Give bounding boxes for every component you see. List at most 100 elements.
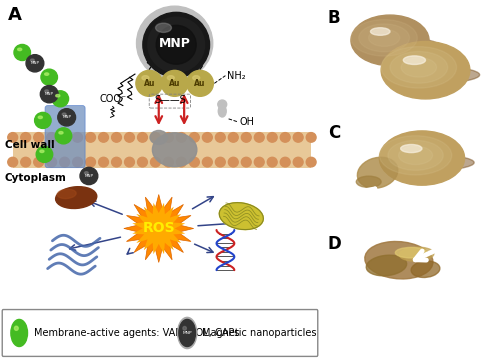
Circle shape (294, 132, 303, 142)
Circle shape (112, 132, 122, 142)
Circle shape (306, 157, 316, 167)
Ellipse shape (380, 154, 474, 171)
Circle shape (34, 112, 51, 129)
Ellipse shape (400, 144, 422, 153)
Text: Magnetic nanoparticles: Magnetic nanoparticles (202, 328, 316, 338)
Circle shape (72, 132, 83, 142)
Circle shape (60, 132, 70, 142)
Text: NH₂: NH₂ (227, 71, 246, 81)
Circle shape (34, 157, 43, 167)
Ellipse shape (381, 47, 456, 88)
Circle shape (8, 157, 18, 167)
Circle shape (138, 132, 147, 142)
Circle shape (112, 157, 122, 167)
Text: MNP: MNP (62, 115, 71, 119)
Text: MNP: MNP (182, 331, 192, 335)
Ellipse shape (358, 157, 398, 188)
Ellipse shape (192, 76, 200, 80)
Text: Cytoplasm: Cytoplasm (5, 173, 66, 182)
Circle shape (179, 320, 196, 346)
Ellipse shape (411, 261, 440, 278)
Circle shape (72, 157, 83, 167)
Circle shape (55, 128, 72, 144)
Ellipse shape (352, 37, 438, 52)
FancyBboxPatch shape (2, 309, 318, 356)
Ellipse shape (168, 76, 174, 80)
Ellipse shape (156, 23, 172, 32)
Ellipse shape (380, 136, 452, 175)
Ellipse shape (351, 19, 418, 56)
Ellipse shape (398, 146, 432, 164)
Circle shape (306, 132, 316, 142)
Ellipse shape (57, 189, 76, 199)
Text: A: A (8, 6, 22, 24)
Circle shape (294, 157, 303, 167)
Text: OH: OH (240, 117, 254, 127)
Circle shape (86, 157, 96, 167)
Text: MNP: MNP (158, 37, 190, 50)
Ellipse shape (220, 203, 264, 229)
Ellipse shape (390, 51, 448, 83)
Text: Membrane-active agents: VAN, COL, CAPs: Membrane-active agents: VAN, COL, CAPs (34, 328, 239, 338)
Text: MNP: MNP (30, 61, 40, 65)
Ellipse shape (218, 105, 226, 117)
Text: MNP: MNP (84, 174, 94, 178)
Circle shape (164, 157, 173, 167)
Circle shape (41, 69, 58, 85)
Circle shape (280, 157, 290, 167)
Ellipse shape (44, 73, 48, 75)
Text: Au: Au (194, 79, 205, 88)
Circle shape (202, 132, 212, 142)
Circle shape (46, 157, 56, 167)
Ellipse shape (38, 116, 42, 118)
Circle shape (136, 70, 162, 96)
Ellipse shape (183, 326, 186, 330)
Ellipse shape (400, 247, 434, 261)
Circle shape (21, 157, 30, 167)
Circle shape (143, 12, 210, 77)
Circle shape (202, 157, 212, 167)
Ellipse shape (142, 76, 149, 80)
Circle shape (216, 132, 225, 142)
Circle shape (98, 157, 108, 167)
Text: 1 μm: 1 μm (439, 285, 462, 294)
Circle shape (380, 131, 464, 185)
Circle shape (60, 157, 70, 167)
Circle shape (148, 17, 204, 72)
Circle shape (86, 132, 96, 142)
Ellipse shape (59, 131, 63, 134)
Ellipse shape (368, 29, 400, 46)
Ellipse shape (359, 24, 410, 52)
Ellipse shape (40, 150, 44, 153)
Circle shape (242, 132, 251, 142)
Circle shape (124, 157, 134, 167)
Text: B: B (328, 9, 340, 27)
Circle shape (254, 157, 264, 167)
Ellipse shape (404, 56, 425, 65)
Circle shape (178, 317, 197, 349)
Circle shape (138, 157, 147, 167)
Circle shape (228, 157, 238, 167)
Circle shape (98, 132, 108, 142)
Text: Cell wall: Cell wall (5, 140, 54, 150)
Circle shape (58, 109, 76, 126)
Circle shape (80, 167, 98, 185)
FancyBboxPatch shape (45, 106, 85, 168)
Circle shape (280, 132, 290, 142)
Circle shape (216, 157, 225, 167)
Ellipse shape (30, 59, 34, 61)
Text: S——S: S——S (154, 95, 186, 105)
Circle shape (52, 91, 68, 107)
Circle shape (176, 132, 186, 142)
Circle shape (228, 132, 238, 142)
Ellipse shape (366, 255, 406, 276)
Circle shape (190, 157, 200, 167)
Circle shape (34, 132, 43, 142)
Circle shape (40, 85, 58, 103)
Text: MNP: MNP (44, 92, 54, 96)
Text: ROS: ROS (142, 222, 175, 236)
Circle shape (136, 6, 212, 80)
Ellipse shape (56, 187, 97, 209)
Circle shape (11, 320, 28, 346)
Ellipse shape (56, 94, 60, 97)
